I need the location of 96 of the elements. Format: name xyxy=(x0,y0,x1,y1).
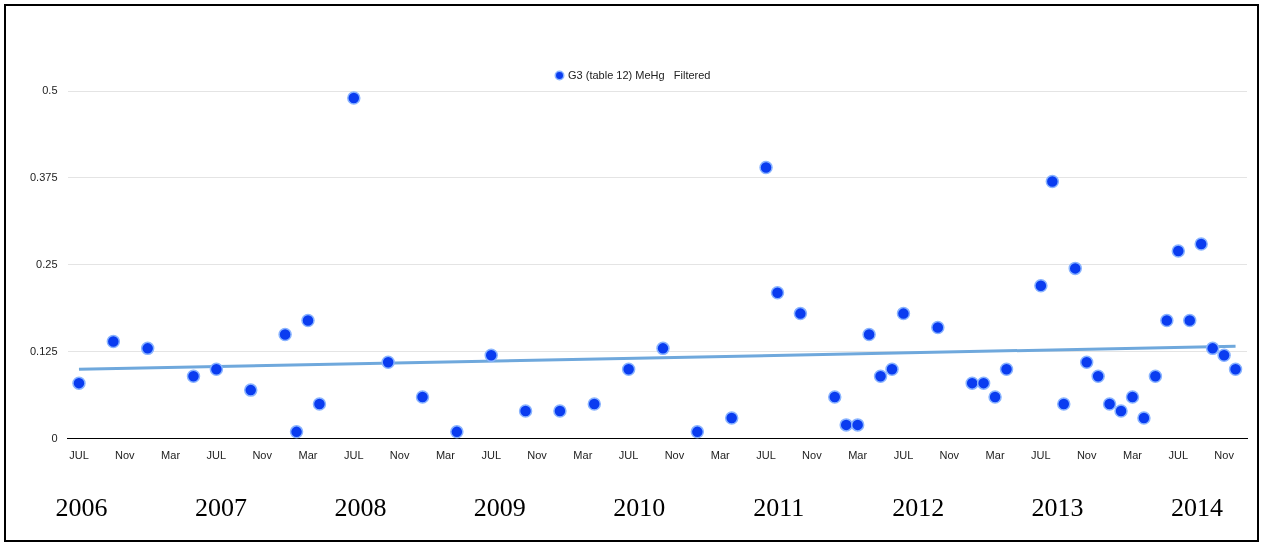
x-tick-label: Mar xyxy=(573,449,593,462)
point xyxy=(1205,341,1220,356)
point xyxy=(278,327,292,342)
point xyxy=(1045,174,1060,189)
text: 2014 xyxy=(1171,492,1223,522)
point xyxy=(587,397,602,411)
text: 2006 xyxy=(55,492,108,522)
x-tick-label: Mar xyxy=(1123,449,1143,462)
x-tick-label: JUL xyxy=(618,449,639,462)
point xyxy=(381,355,395,370)
point xyxy=(885,362,899,376)
text: 2012 xyxy=(892,492,945,522)
point xyxy=(484,348,498,363)
x-tick-label: JUL xyxy=(69,449,89,462)
point xyxy=(828,390,842,404)
x-tick-label: Nov xyxy=(1214,449,1235,462)
point xyxy=(1171,244,1186,258)
point xyxy=(553,404,567,418)
point xyxy=(1182,313,1197,328)
point xyxy=(1148,369,1163,383)
point xyxy=(72,376,86,390)
point xyxy=(656,341,670,356)
x-tick-label: JUL xyxy=(206,449,227,462)
point xyxy=(850,418,865,432)
x-tick-label: Mar xyxy=(161,449,181,462)
point xyxy=(186,369,201,383)
point xyxy=(1217,348,1231,363)
point xyxy=(976,376,991,390)
x-tick-label: Mar xyxy=(710,449,731,462)
x-tick-label: Nov xyxy=(115,449,136,462)
point xyxy=(724,411,739,425)
point xyxy=(999,362,1014,376)
text: 2010 xyxy=(613,492,666,522)
x-tick-label: Nov xyxy=(664,449,685,462)
x-tick-label: Mar xyxy=(298,449,318,462)
point xyxy=(839,418,853,432)
y-tick-label: 0.125 xyxy=(30,344,58,357)
point xyxy=(896,306,911,321)
point xyxy=(301,313,315,328)
point xyxy=(931,320,945,335)
x-tick-label: Nov xyxy=(252,449,273,462)
point xyxy=(1194,237,1208,251)
point xyxy=(690,425,705,439)
text: 2008 xyxy=(334,492,387,522)
x-tick-label: JUL xyxy=(893,449,914,462)
point xyxy=(1091,369,1105,383)
point xyxy=(873,369,888,383)
point xyxy=(1228,362,1243,376)
point xyxy=(988,390,1002,404)
x-tick-label: Mar xyxy=(848,449,868,462)
point xyxy=(621,362,636,376)
x-tick-label: JUL xyxy=(756,449,776,462)
point xyxy=(312,397,327,411)
point xyxy=(1079,355,1094,370)
point xyxy=(289,425,304,439)
point xyxy=(1125,390,1140,404)
point xyxy=(1102,397,1117,411)
point xyxy=(209,362,224,376)
y-tick-label: 0.25 xyxy=(36,257,58,270)
y-tick-label: 0 xyxy=(51,431,58,444)
point xyxy=(1114,404,1128,418)
point xyxy=(1057,397,1071,411)
point xyxy=(1034,279,1048,293)
legend-label: G3 (table 12) MeHg Filtered xyxy=(568,68,711,81)
text: 2011 xyxy=(753,492,805,522)
y-tick-label: 0.375 xyxy=(30,170,58,183)
x-tick-label: JUL xyxy=(344,449,364,462)
x-tick-label: Nov xyxy=(527,449,548,462)
x-tick-label: Nov xyxy=(802,449,823,462)
point xyxy=(759,160,773,175)
point xyxy=(106,334,121,349)
x-tick-label: JUL xyxy=(1031,449,1051,462)
x-tick-label: Mar xyxy=(435,449,456,462)
point xyxy=(347,91,361,105)
point xyxy=(244,383,258,397)
point xyxy=(793,306,808,321)
point xyxy=(415,390,430,404)
text: 2013 xyxy=(1031,492,1084,522)
point xyxy=(965,376,979,390)
point xyxy=(862,327,876,342)
x-tick-label: JUL xyxy=(1168,449,1189,462)
point xyxy=(1160,313,1174,328)
text: 2009 xyxy=(473,492,526,522)
x-tick-label: Mar xyxy=(985,449,1005,462)
point xyxy=(1137,411,1151,425)
x-tick-label: JUL xyxy=(481,449,501,462)
x-tick-label: Nov xyxy=(1076,449,1097,462)
point xyxy=(450,425,464,439)
text: 2007 xyxy=(194,492,247,522)
point xyxy=(770,285,785,300)
x-tick-label: Nov xyxy=(939,449,960,462)
x-tick-label: Nov xyxy=(389,449,410,462)
point xyxy=(140,341,155,356)
point xyxy=(1068,261,1082,276)
point xyxy=(518,404,533,418)
y-tick-label: 0.5 xyxy=(42,84,58,97)
